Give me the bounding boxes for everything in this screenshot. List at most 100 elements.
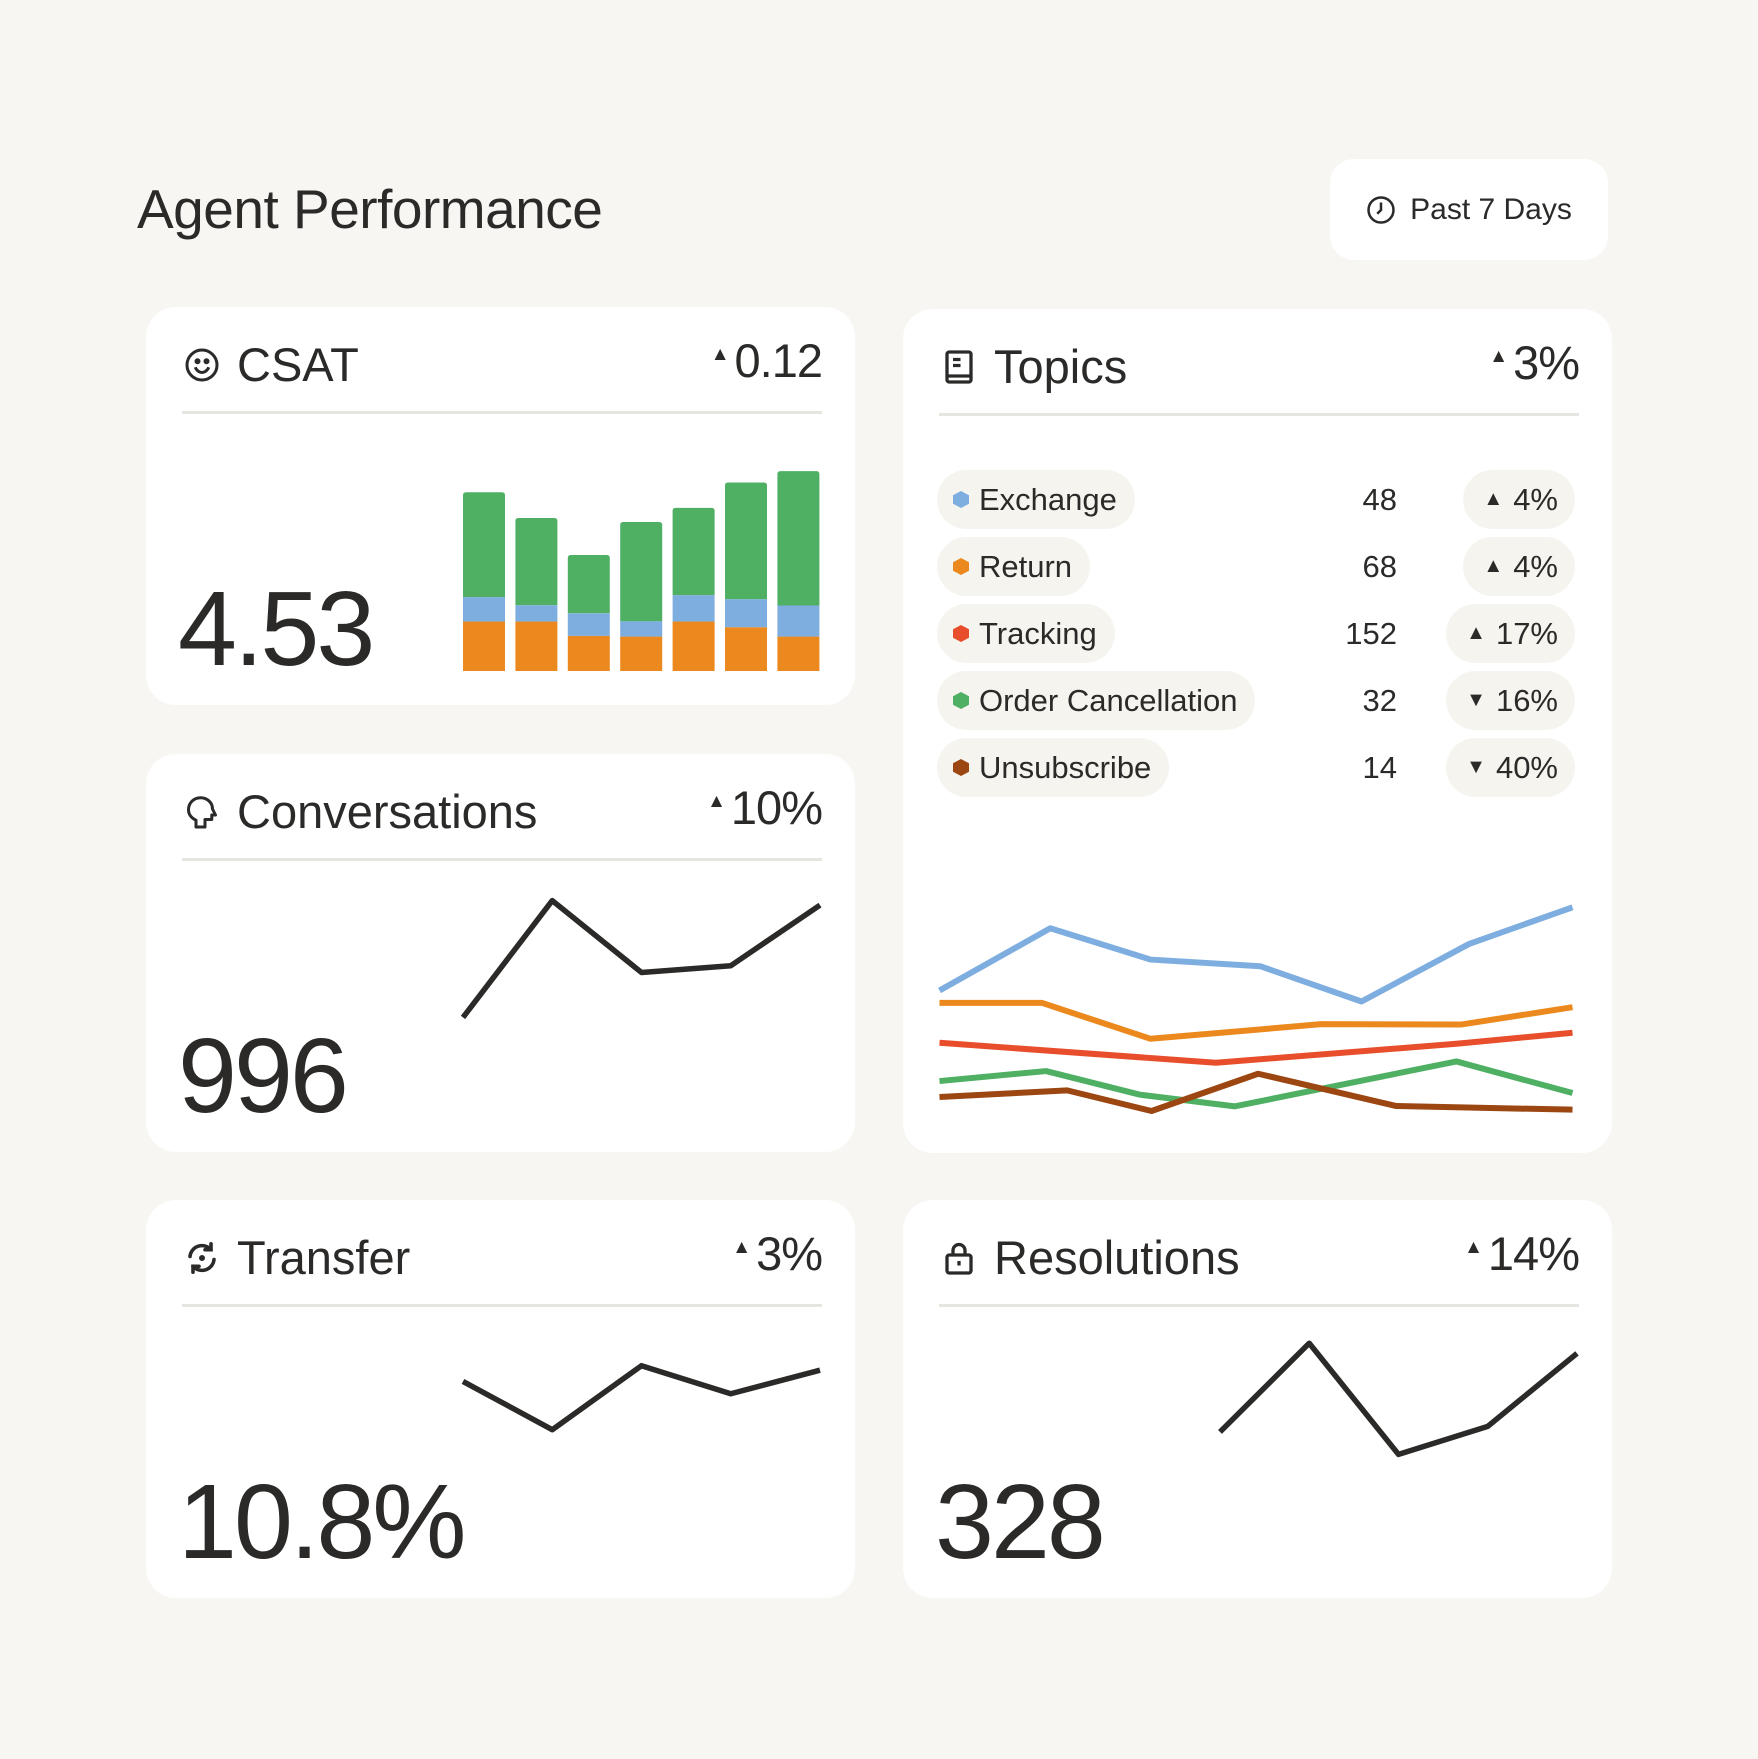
transfer-trend-line xyxy=(461,1362,821,1433)
resolutions-card: Resolutions ▲ 14% 328 xyxy=(903,1200,1612,1598)
csat-bar-segment xyxy=(725,599,767,628)
change-indicator: ▲ 3% xyxy=(1489,335,1580,391)
conversations-trend-line xyxy=(460,897,822,1020)
up-arrow-icon: ▲ xyxy=(710,344,730,365)
topic-change: 4% xyxy=(1513,481,1558,517)
csat-bar-segment xyxy=(725,627,767,671)
topic-label-pill[interactable]: Unsubscribe xyxy=(937,738,1170,797)
csat-bar-segment xyxy=(777,471,820,606)
card-header: Conversations ▲ 10% xyxy=(182,754,823,861)
date-range-label: Past 7 Days xyxy=(1410,192,1572,226)
csat-bar-segment xyxy=(672,507,715,596)
csat-bar-segment xyxy=(777,605,820,637)
topic-row[interactable]: Unsubscribe 14 ▼ 40% xyxy=(937,738,1575,797)
card-header: CSAT ▲ 0.12 xyxy=(182,307,823,414)
change-value: 3% xyxy=(1513,336,1580,389)
page-title: Agent Performance xyxy=(137,178,603,240)
change-indicator: ▲ 0.12 xyxy=(710,333,823,389)
csat-bar-segment xyxy=(515,621,558,671)
topic-label: Exchange xyxy=(979,481,1117,517)
topic-row[interactable]: Return 68 ▲ 4% xyxy=(937,537,1575,596)
card-title: Topics xyxy=(994,340,1128,393)
transfer-sparkline xyxy=(461,1362,821,1433)
topic-label-pill[interactable]: Order Cancellation xyxy=(937,671,1256,730)
topic-color-dot-icon xyxy=(953,558,969,575)
topic-label-pill[interactable]: Exchange xyxy=(937,470,1135,529)
topic-label-pill[interactable]: Return xyxy=(937,537,1091,596)
topic-trend-line-return xyxy=(939,999,1573,1042)
speech-head-icon xyxy=(187,796,217,829)
up-arrow-icon: ▲ xyxy=(1489,346,1508,367)
change-indicator: ▲ 3% xyxy=(732,1226,823,1282)
topic-color-dot-icon xyxy=(953,491,969,508)
csat-bar-segment xyxy=(567,555,610,614)
card-title: Transfer xyxy=(237,1231,411,1284)
topic-count: 14 xyxy=(1362,750,1397,785)
csat-bar-segment xyxy=(515,517,558,606)
topic-change-badge: ▲ 17% xyxy=(1446,604,1575,663)
change-value: 0.12 xyxy=(734,334,823,387)
topic-count: 68 xyxy=(1362,549,1397,584)
metric-value: 996 xyxy=(178,1017,349,1135)
csat-bar-segment xyxy=(672,621,715,671)
transfer-card: Transfer ▲ 3% 10.8% xyxy=(146,1200,855,1598)
change-indicator: ▲ 14% xyxy=(1464,1226,1580,1282)
clock-icon xyxy=(1367,195,1395,224)
up-arrow-icon: ▲ xyxy=(1464,1237,1483,1258)
csat-card: CSAT ▲ 0.12 4.53 xyxy=(146,307,855,705)
metric-value: 328 xyxy=(935,1463,1106,1581)
lock-icon xyxy=(945,1242,973,1275)
topic-color-dot-icon xyxy=(953,625,969,642)
card-header: Topics ▲ 3% xyxy=(939,309,1580,416)
topic-row[interactable]: Exchange 48 ▲ 4% xyxy=(937,470,1575,529)
card-header: Transfer ▲ 3% xyxy=(182,1200,823,1307)
up-arrow-icon: ▲ xyxy=(732,1237,751,1258)
csat-bar-segment xyxy=(620,621,663,637)
up-arrow-icon: ▲ xyxy=(1483,555,1504,577)
topic-trend-line-unsubscribe xyxy=(939,1070,1573,1115)
up-arrow-icon: ▲ xyxy=(1483,488,1504,510)
csat-bar-segment xyxy=(567,613,610,636)
conversations-sparkline xyxy=(460,897,822,1020)
topic-label: Tracking xyxy=(979,615,1097,651)
topic-change-badge: ▲ 4% xyxy=(1463,470,1575,529)
conversations-card: Conversations ▲ 10% 996 xyxy=(146,754,855,1152)
csat-bar-segment xyxy=(463,597,505,622)
topics-card: Topics ▲ 3% Exchange 48 ▲ 4% Return 68 ▲ … xyxy=(903,309,1612,1153)
csat-bar-segment xyxy=(620,636,663,671)
csat-bar-segment xyxy=(777,636,820,671)
topic-count: 48 xyxy=(1362,482,1397,517)
csat-bar-segment xyxy=(567,635,610,671)
csat-bar-segment xyxy=(463,621,505,671)
card-title: Conversations xyxy=(237,785,538,838)
topic-change: 17% xyxy=(1495,615,1558,651)
topic-change-badge: ▼ 16% xyxy=(1446,671,1575,730)
topic-color-dot-icon xyxy=(953,759,969,776)
topics-line-chart xyxy=(938,904,1574,1115)
down-arrow-icon: ▼ xyxy=(1466,756,1486,778)
book-icon xyxy=(945,350,973,384)
topic-change: 16% xyxy=(1495,682,1558,718)
topic-change-badge: ▼ 40% xyxy=(1446,738,1575,797)
topic-row[interactable]: Order Cancellation 32 ▼ 16% xyxy=(937,671,1575,730)
smiley-icon xyxy=(185,348,219,382)
card-title: CSAT xyxy=(237,338,359,391)
date-range-button[interactable]: Past 7 Days xyxy=(1330,159,1608,260)
topic-trend-line-exchange xyxy=(938,904,1574,1005)
up-arrow-icon: ▲ xyxy=(1466,622,1486,644)
csat-bar-segment xyxy=(620,521,663,622)
topic-trend-line-tracking xyxy=(939,1029,1573,1066)
topic-change: 4% xyxy=(1513,548,1558,584)
topic-row[interactable]: Tracking 152 ▲ 17% xyxy=(937,604,1575,663)
csat-bar-chart xyxy=(463,471,820,671)
csat-bar-segment xyxy=(725,482,767,600)
topic-label-pill[interactable]: Tracking xyxy=(937,604,1115,663)
csat-bar-segment xyxy=(515,605,558,622)
change-value: 3% xyxy=(756,1227,823,1280)
topic-change-badge: ▲ 4% xyxy=(1463,537,1575,596)
resolutions-trend-line xyxy=(1218,1340,1579,1458)
topic-count: 152 xyxy=(1345,616,1397,651)
metric-value: 4.53 xyxy=(178,570,375,688)
csat-bar-segment xyxy=(672,595,715,622)
card-header: Resolutions ▲ 14% xyxy=(939,1200,1580,1307)
